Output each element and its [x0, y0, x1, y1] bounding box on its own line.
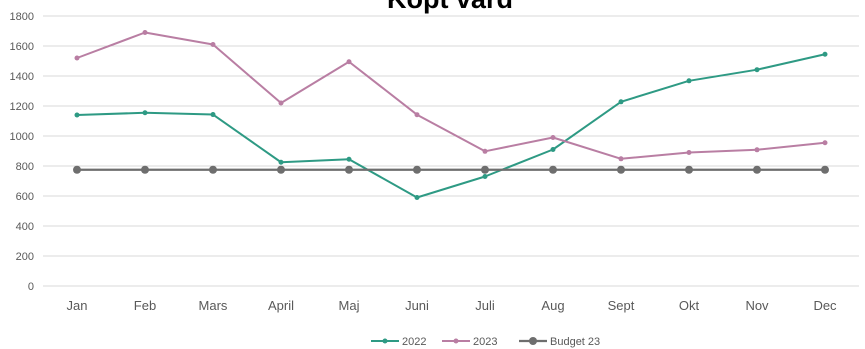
data-point — [482, 174, 488, 179]
data-point — [142, 110, 148, 116]
y-tick-label: 200 — [16, 251, 34, 263]
y-tick-label: 1800 — [10, 11, 34, 23]
y-tick-label: 600 — [16, 191, 34, 203]
data-point — [210, 112, 216, 118]
data-point — [73, 165, 81, 174]
x-tick-label: Maj — [339, 298, 360, 313]
data-point — [346, 156, 352, 162]
data-point — [686, 150, 692, 155]
data-point — [686, 78, 692, 84]
series-2 — [73, 165, 829, 174]
data-point — [550, 135, 556, 140]
x-tick-label: Mars — [199, 298, 228, 313]
data-point — [414, 195, 420, 200]
data-point — [345, 165, 353, 174]
legend-item: Budget 23 — [519, 336, 600, 348]
data-point — [141, 165, 149, 174]
data-point — [346, 59, 352, 65]
data-point — [413, 165, 421, 174]
data-point — [822, 140, 828, 146]
y-tick-label: 0 — [28, 281, 34, 293]
x-tick-label: Juni — [405, 298, 429, 313]
x-tick-label: Juli — [475, 298, 495, 313]
data-point — [278, 100, 284, 106]
data-point — [278, 159, 284, 165]
series-line — [76, 31, 826, 160]
data-point — [142, 30, 148, 35]
data-point — [209, 165, 217, 174]
data-point — [754, 147, 760, 153]
chart-title: Köpt vård — [387, 0, 513, 14]
data-point — [277, 165, 285, 174]
data-point — [618, 156, 624, 162]
x-tick-label: Aug — [541, 298, 564, 313]
y-tick-label: 1400 — [10, 71, 34, 83]
x-tick-label: Dec — [813, 298, 837, 313]
data-point — [821, 165, 829, 174]
series-lines — [73, 30, 829, 200]
series-0 — [74, 51, 828, 200]
data-point — [74, 55, 80, 61]
legend-swatch-marker — [453, 338, 459, 344]
y-tick-label: 800 — [16, 161, 34, 173]
y-tick-label: 1000 — [10, 131, 34, 143]
y-tick-label: 400 — [16, 221, 34, 233]
legend-swatch-marker — [382, 338, 388, 344]
x-tick-label: Nov — [745, 298, 769, 313]
series-1 — [74, 30, 828, 162]
x-tick-label: Sept — [608, 298, 635, 313]
data-point — [414, 112, 420, 118]
data-point — [482, 148, 488, 154]
data-point — [753, 165, 761, 174]
legend: 2022 2023 Budget 23 — [371, 336, 600, 348]
legend-item: 2022 — [371, 336, 426, 348]
y-tick-label: 1200 — [10, 101, 34, 113]
y-axis-ticks: 0 200 400 600 800 1000 1200 1400 1600 1800 — [10, 11, 34, 293]
series-line — [76, 53, 826, 199]
data-point — [550, 147, 556, 152]
data-point — [617, 165, 625, 174]
legend-item: 2023 — [442, 336, 497, 348]
gridlines — [43, 15, 859, 287]
x-tick-label: Jan — [67, 298, 88, 313]
x-axis-ticks: Jan Feb Mars April Maj Juni Juli Aug Sept Okt Nov D… — [67, 298, 838, 313]
x-tick-label: Okt — [679, 298, 700, 313]
data-point — [481, 165, 489, 174]
data-point — [618, 99, 624, 105]
data-point — [74, 112, 80, 118]
data-point — [754, 67, 760, 73]
data-point — [549, 165, 557, 174]
legend-label: Budget 23 — [550, 336, 600, 348]
data-point — [685, 165, 693, 174]
x-tick-label: April — [268, 298, 294, 313]
legend-swatch-marker — [529, 337, 537, 345]
data-point — [822, 51, 828, 57]
legend-label: 2022 — [402, 336, 426, 348]
legend-label: 2023 — [473, 336, 497, 348]
x-tick-label: Feb — [134, 298, 156, 313]
data-point — [210, 42, 216, 47]
y-tick-label: 1600 — [10, 41, 34, 53]
